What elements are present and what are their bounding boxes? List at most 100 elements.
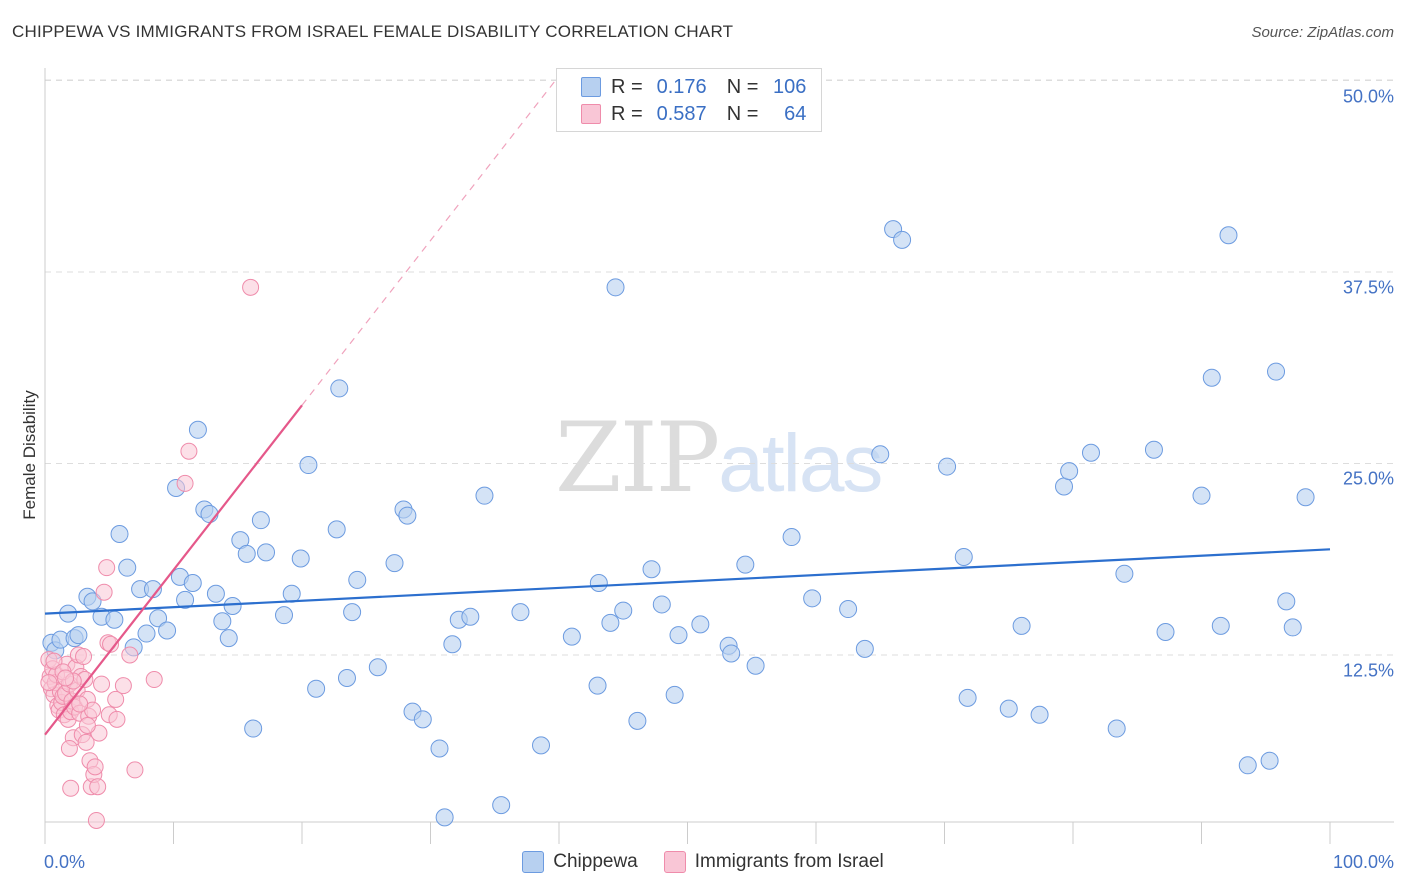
legend-r-label: R = xyxy=(611,75,643,98)
chippewa-legend-swatch xyxy=(522,851,545,873)
israel-point xyxy=(98,559,116,577)
chippewa-point xyxy=(958,688,977,707)
legend-r-value: 0.587 xyxy=(656,102,707,125)
chippewa-point xyxy=(1238,756,1257,775)
chippewa-point xyxy=(589,573,608,592)
chippewa-point xyxy=(1192,486,1211,505)
chippewa-point xyxy=(257,543,276,562)
chippewa-point xyxy=(337,668,356,687)
chippewa-point xyxy=(299,456,318,475)
chippewa-point xyxy=(1283,618,1302,637)
legend-n-value: 64 xyxy=(784,102,807,125)
chippewa-point xyxy=(1107,719,1126,738)
chippewa-point xyxy=(461,607,480,626)
chippewa-point xyxy=(307,679,326,698)
chippewa-point xyxy=(1030,705,1049,724)
chippewa-point xyxy=(343,603,362,622)
chippewa-point xyxy=(855,639,874,658)
chippewa-point xyxy=(327,520,346,539)
israel-point xyxy=(77,733,95,751)
chippewa-point xyxy=(614,601,633,620)
legend-row-israel: R = 0.587 N = 64 xyxy=(581,102,806,126)
chippewa-point xyxy=(83,592,102,611)
chippewa-point xyxy=(1144,440,1163,459)
israel-point xyxy=(176,474,194,492)
chippewa-point xyxy=(137,624,156,643)
chippewa-point xyxy=(244,719,263,738)
israel-point xyxy=(86,758,104,776)
chippewa-point xyxy=(443,635,462,654)
chippewa-point xyxy=(413,710,432,729)
chippewa-point xyxy=(1156,623,1175,642)
chippewa-point xyxy=(1012,616,1031,635)
watermark-atlas: atlas xyxy=(718,418,883,509)
legend-n-label: N = xyxy=(726,102,759,125)
israel-point xyxy=(121,646,139,664)
israel-point xyxy=(126,761,144,779)
chippewa-point xyxy=(588,676,607,695)
chippewa-swatch xyxy=(581,77,601,97)
chippewa-point xyxy=(219,629,238,648)
legend-n-label: N = xyxy=(726,75,759,98)
x-tick-label-min: 0.0% xyxy=(44,852,86,872)
chippewa-point xyxy=(871,445,890,464)
x-tick-label-max: 100.0% xyxy=(1332,852,1394,872)
chippewa-point xyxy=(1277,592,1296,611)
y-tick-label-37-5: 37.5% xyxy=(1342,277,1394,298)
chippewa-point xyxy=(149,609,168,628)
chippewa-point xyxy=(183,573,202,592)
chippewa-point xyxy=(839,600,858,619)
chippewa-point xyxy=(722,644,741,663)
israel-point xyxy=(62,779,80,797)
legend-label-chippewa: Chippewa xyxy=(553,851,638,872)
chippewa-point xyxy=(368,658,387,677)
chippewa-point xyxy=(348,570,367,589)
chippewa-point xyxy=(188,420,207,439)
chippewa-point xyxy=(275,606,294,625)
legend-row-chippewa: R = 0.176 N = 106 xyxy=(581,75,806,99)
chippewa-point xyxy=(562,627,581,646)
israel-point xyxy=(78,716,96,734)
chippewa-point xyxy=(213,612,232,631)
chippewa-point xyxy=(291,549,310,568)
israel-point xyxy=(93,675,111,693)
chippewa-point xyxy=(691,615,710,634)
chippewa-point xyxy=(435,808,454,827)
chippewa-point xyxy=(158,621,177,640)
chippewa-point xyxy=(954,547,973,566)
israel-point xyxy=(89,778,107,796)
legend-label-israel: Immigrants from Israel xyxy=(694,851,884,872)
chippewa-point xyxy=(606,278,625,297)
chippewa-point xyxy=(893,230,912,249)
chippewa-point xyxy=(628,711,647,730)
legend-item-israel: Immigrants from Israel xyxy=(663,851,884,873)
chippewa-point xyxy=(1055,477,1074,496)
chippewa-point xyxy=(251,511,270,530)
y-tick-label-50: 50.0% xyxy=(1342,86,1394,107)
chippewa-point xyxy=(282,584,301,603)
chippewa-point xyxy=(206,584,225,603)
legend-r-label: R = xyxy=(611,102,643,125)
chippewa-point xyxy=(385,554,404,573)
israel-point xyxy=(108,710,126,728)
watermark-zip: ZIP xyxy=(555,402,720,514)
chippewa-point xyxy=(1260,751,1279,770)
chippewa-point xyxy=(601,613,620,632)
chippewa-point xyxy=(938,457,957,476)
israel-point xyxy=(60,739,78,757)
israel-point xyxy=(95,583,113,601)
chippewa-point xyxy=(430,739,449,758)
chippewa-point xyxy=(642,560,661,579)
chippewa-point xyxy=(1296,488,1315,507)
israel-point xyxy=(180,442,198,460)
chippewa-point xyxy=(746,656,765,675)
y-tick-label-25: 25.0% xyxy=(1342,468,1394,489)
chippewa-point xyxy=(110,524,129,543)
israel-legend-swatch xyxy=(663,851,686,873)
correlation-legend: R = 0.176 N = 106 R = 0.587 N = 64 xyxy=(556,68,822,132)
israel-point xyxy=(114,677,132,695)
chippewa-point xyxy=(176,590,195,609)
chippewa-point xyxy=(118,558,137,577)
chippewa-point xyxy=(665,685,684,704)
